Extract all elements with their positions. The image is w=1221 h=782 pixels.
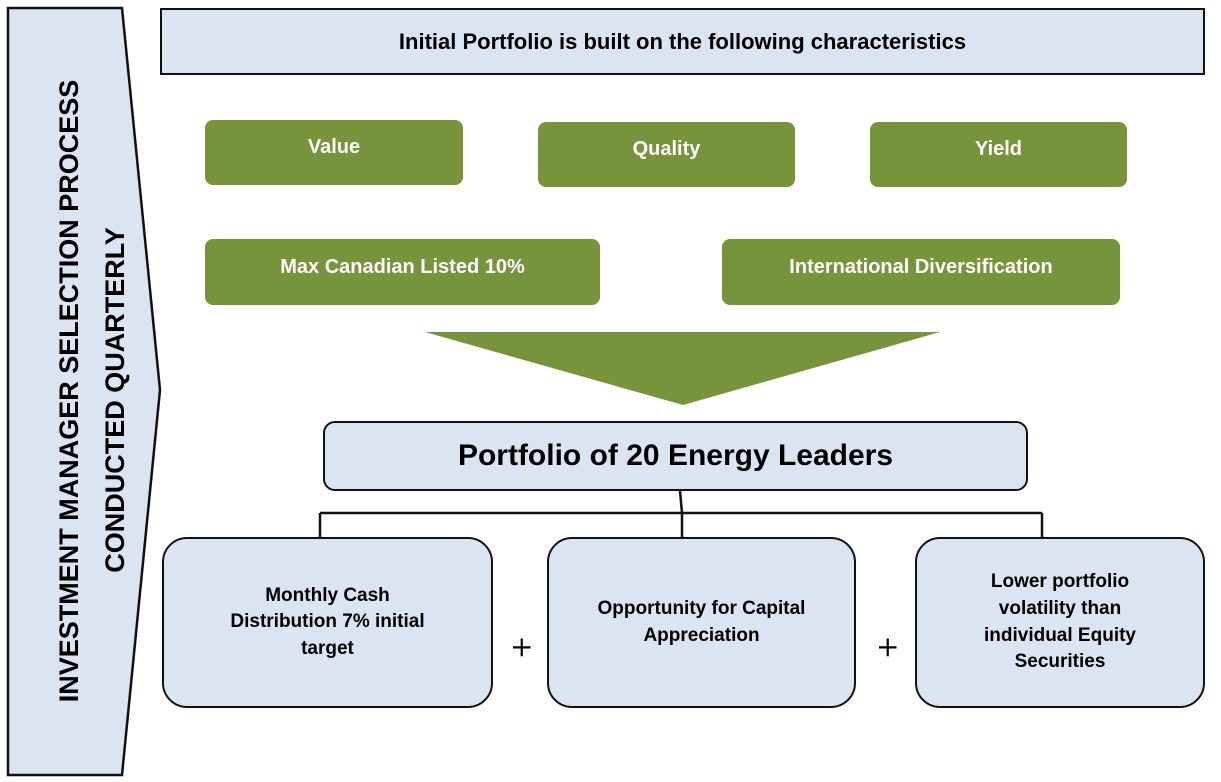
plus: + bbox=[510, 630, 534, 663]
outcome: Lower portfolio volatility than individu… bbox=[915, 537, 1205, 708]
side-arrow bbox=[6, 6, 162, 777]
outcome: Opportunity for Capital Appreciation bbox=[547, 537, 856, 708]
side-label: CONDUCTED QUARTERLY bbox=[100, 227, 130, 573]
connector bbox=[318, 490, 1044, 540]
characteristic: Value bbox=[205, 120, 463, 185]
outcome: Monthly Cash Distribution 7% initial tar… bbox=[162, 537, 493, 708]
characteristic: International Diversification bbox=[722, 239, 1120, 305]
side-label: INVESTMENT MANAGER SELECTION PROCESS bbox=[54, 79, 84, 703]
plus: + bbox=[876, 630, 900, 663]
header: Initial Portfolio is built on the follow… bbox=[160, 8, 1205, 75]
characteristic: Yield bbox=[870, 122, 1127, 187]
down-arrow bbox=[425, 332, 940, 405]
result: Portfolio of 20 Energy Leaders bbox=[323, 421, 1028, 491]
characteristic: Max Canadian Listed 10% bbox=[205, 239, 600, 305]
characteristic: Quality bbox=[538, 122, 795, 187]
